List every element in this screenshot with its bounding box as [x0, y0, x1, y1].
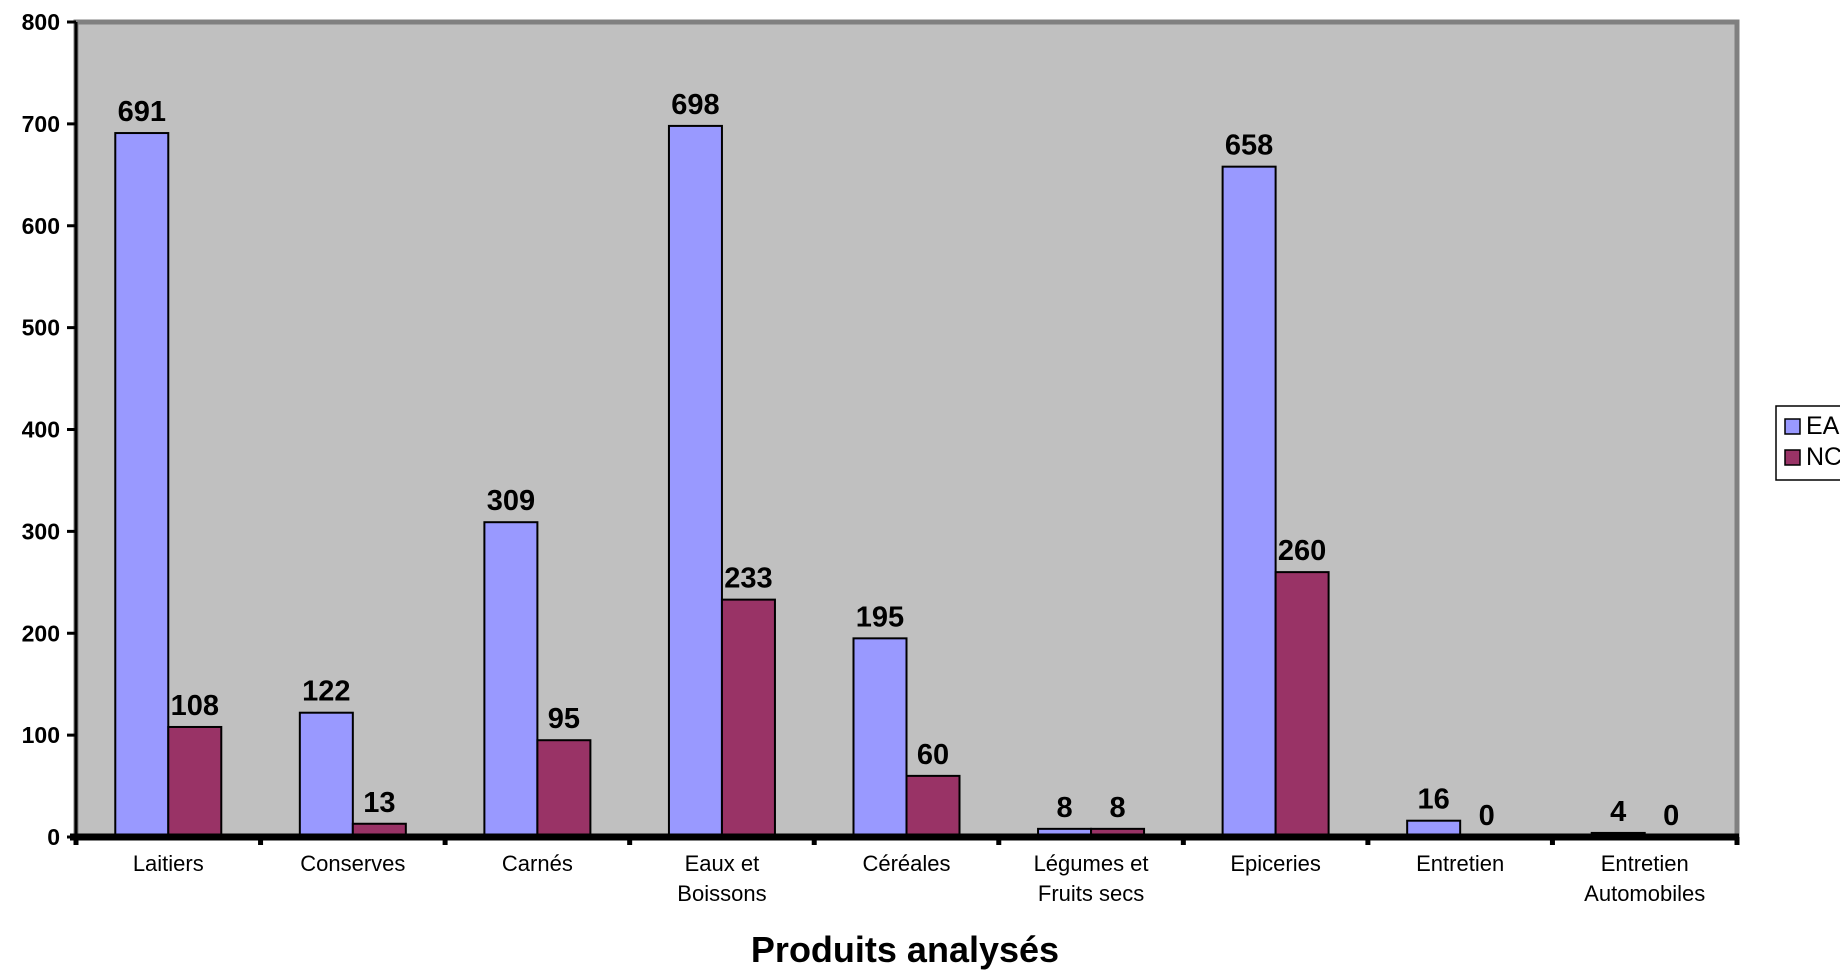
legend-swatch-nc: [1784, 449, 1801, 466]
data-label-ea-4: 195: [856, 601, 904, 633]
data-label-nc-5: 8: [1109, 792, 1125, 824]
data-label-nc-8: 0: [1663, 800, 1679, 832]
category-label-0: Laitiers: [133, 851, 204, 876]
data-label-ea-5: 8: [1056, 792, 1072, 824]
data-label-nc-0: 108: [171, 690, 219, 722]
y-tick-label-500: 500: [22, 315, 60, 341]
data-label-nc-7: 0: [1479, 800, 1495, 832]
data-label-ea-7: 16: [1418, 784, 1450, 816]
y-tick-label-0: 0: [47, 824, 60, 850]
x-axis-title: Produits analysés: [751, 929, 1059, 970]
bar-ea-6: [1221, 165, 1277, 839]
y-tick-label-400: 400: [22, 417, 60, 443]
category-label-line: Epiceries: [1230, 851, 1320, 876]
category-label-2: Carnés: [502, 851, 573, 876]
category-label-line: Fruits secs: [1038, 881, 1144, 906]
data-label-ea-6: 658: [1225, 130, 1273, 162]
category-label-line: Conserves: [300, 851, 405, 876]
data-label-ea-2: 309: [487, 485, 535, 517]
category-label-line: Boissons: [677, 881, 766, 906]
data-label-ea-8: 4: [1610, 796, 1626, 828]
data-label-nc-3: 233: [724, 563, 772, 595]
legend-label-ea: EA: [1806, 412, 1840, 440]
category-label-line: Céréales: [862, 851, 950, 876]
category-label-7: Entretien: [1416, 851, 1504, 876]
bar-ea-0: [114, 132, 170, 838]
category-label-line: Entretien: [1416, 851, 1504, 876]
category-label-5: Légumes et Fruits secs: [1034, 851, 1149, 906]
category-label-6: Epiceries: [1230, 851, 1320, 876]
y-tick-label-300: 300: [22, 518, 60, 544]
legend-label-nc: NC: [1806, 443, 1840, 471]
data-label-ea-3: 698: [671, 89, 719, 121]
category-label-8: Entretien Automobiles: [1584, 851, 1705, 906]
category-label-line: Entretien: [1601, 851, 1689, 876]
category-label-line: Laitiers: [133, 851, 204, 876]
bar-ea-1: [298, 711, 354, 839]
bar-ea-4: [852, 637, 908, 838]
y-tick-label-600: 600: [22, 213, 60, 239]
bar-nc-2: [536, 739, 592, 838]
y-tick-label-700: 700: [22, 111, 60, 137]
legend-swatch-ea: [1784, 418, 1801, 435]
category-label-3: Eaux et Boissons: [677, 851, 766, 906]
category-label-4: Céréales: [862, 851, 950, 876]
data-label-ea-0: 691: [118, 96, 166, 128]
bar-ea-2: [483, 521, 539, 838]
y-tick-label-800: 800: [22, 9, 60, 35]
y-tick-label-100: 100: [22, 722, 60, 748]
bar-nc-4: [905, 774, 961, 838]
bar-nc-0: [167, 725, 223, 838]
bar-ea-3: [667, 124, 723, 839]
data-label-nc-2: 95: [548, 703, 580, 735]
bar-nc-3: [720, 598, 776, 838]
data-label-nc-1: 13: [363, 787, 395, 819]
category-label-line: Automobiles: [1584, 881, 1705, 906]
category-label-line: Légumes et: [1034, 851, 1149, 876]
category-label-1: Conserves: [300, 851, 405, 876]
bar-nc-6: [1274, 571, 1330, 838]
data-label-nc-4: 60: [917, 739, 949, 771]
category-label-line: Carnés: [502, 851, 573, 876]
data-label-nc-6: 260: [1278, 535, 1326, 567]
category-label-line: Eaux et: [685, 851, 760, 876]
data-label-ea-1: 122: [302, 676, 350, 708]
y-tick-label-200: 200: [22, 620, 60, 646]
